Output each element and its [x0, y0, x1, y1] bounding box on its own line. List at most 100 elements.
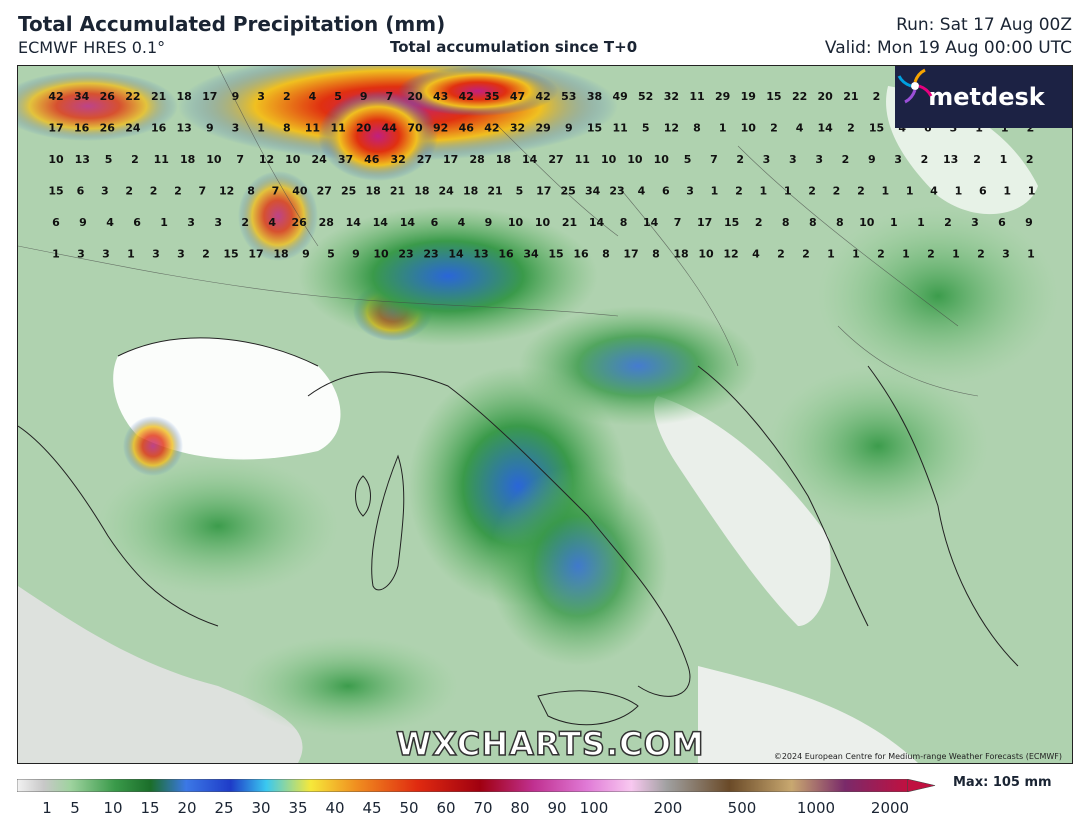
grid-value: 9	[565, 122, 573, 135]
grid-value: 17	[697, 216, 712, 229]
grid-value: 2	[802, 248, 810, 261]
grid-value: 1	[784, 185, 792, 198]
grid-value: 2	[808, 185, 816, 198]
colorbar-tick-label: 5	[70, 799, 80, 817]
grid-value: 11	[305, 122, 320, 135]
grid-value: 25	[341, 185, 356, 198]
grid-value: 10	[601, 153, 617, 166]
grid-value: 24	[125, 122, 141, 135]
valid-label: Valid: Mon 19 Aug 00:00 UTC	[824, 38, 1072, 58]
grid-value: 21	[151, 90, 166, 103]
grid-value: 2	[755, 216, 763, 229]
grid-value: 11	[575, 153, 590, 166]
grid-value: 2	[1027, 122, 1035, 135]
grid-value: 3	[815, 153, 823, 166]
grid-value: 3	[789, 153, 797, 166]
grid-value: 16	[498, 248, 514, 261]
max-value-label: Max: 105 mm	[953, 775, 1052, 790]
grid-value: 17	[248, 248, 263, 261]
grid-value: 11	[689, 90, 704, 103]
grid-value: 14	[522, 153, 538, 166]
grid-value: 14	[373, 216, 389, 229]
colorbar-tick-label: 40	[325, 799, 345, 817]
grid-value: 28	[319, 216, 334, 229]
grid-value: 13	[943, 153, 958, 166]
grid-value: 3	[187, 216, 195, 229]
grid-value: 25	[561, 185, 576, 198]
grid-value: 1	[257, 122, 265, 135]
grid-value: 10	[535, 216, 551, 229]
grid-value: 3	[971, 216, 979, 229]
grid-value: 14	[589, 216, 605, 229]
colorbar-tick-label: 35	[288, 799, 308, 817]
accumulation-label: Total accumulation since T+0	[390, 38, 638, 56]
grid-value: 10	[206, 153, 222, 166]
grid-value: 14	[818, 122, 834, 135]
grid-value: 4	[309, 90, 317, 103]
grid-value: 2	[736, 153, 744, 166]
colorbar-tick-label: 50	[399, 799, 419, 817]
grid-value: 1	[890, 216, 898, 229]
grid-value: 2	[927, 248, 935, 261]
grid-value: 4	[796, 122, 804, 135]
grid-value: 12	[723, 248, 738, 261]
precipitation-map: 42 34 26 22 21 18 17 9 3 2 4 5 9 7 20 43 42 35 47 42 53 38 49 5…	[17, 65, 1073, 764]
colorbar-tick-label: 1000	[796, 799, 836, 817]
grid-value: 12	[664, 122, 679, 135]
grid-value: 17	[202, 90, 217, 103]
grid-value: 3	[1002, 248, 1010, 261]
grid-value: 13	[75, 153, 90, 166]
grid-value: 22	[792, 90, 807, 103]
grid-value: 14	[400, 216, 416, 229]
grid-value: 10	[285, 153, 301, 166]
grid-value: 9	[360, 90, 368, 103]
grid-value: 2	[174, 185, 182, 198]
grid-value: 9	[352, 248, 360, 261]
grid-value: 42	[536, 90, 551, 103]
grid-value: 92	[433, 122, 448, 135]
colorbar-tick-label: 45	[362, 799, 382, 817]
grid-value: 3	[101, 185, 109, 198]
grid-value: 15	[548, 248, 563, 261]
grid-value: 9	[302, 248, 310, 261]
grid-value: 29	[715, 90, 730, 103]
grid-value: 29	[536, 122, 551, 135]
grid-value: 28	[469, 153, 484, 166]
grid-value: 1	[711, 185, 719, 198]
grid-value: 2	[125, 185, 133, 198]
grid-value: 1	[1028, 185, 1036, 198]
grid-value: 40	[292, 185, 308, 198]
chart-title: Total Accumulated Precipitation (mm)	[18, 12, 446, 36]
grid-value: 34	[74, 90, 90, 103]
colorbar-tick-label: 80	[510, 799, 530, 817]
grid-value: 32	[664, 90, 679, 103]
grid-value: 26	[292, 216, 308, 229]
grid-value: 18	[673, 248, 688, 261]
map-canvas: 42 34 26 22 21 18 17 9 3 2 4 5 9 7 20 43 42 35 47 42 53 38 49 5…	[18, 66, 1072, 763]
grid-value: 9	[868, 153, 876, 166]
colorbar-tick-label: 90	[547, 799, 567, 817]
grid-value: 70	[407, 122, 423, 135]
grid-value: 42	[48, 90, 63, 103]
grid-value: 5	[327, 248, 335, 261]
grid-value: 20	[818, 90, 834, 103]
grid-value: 6	[77, 185, 85, 198]
grid-value: 1	[827, 248, 835, 261]
grid-value: 35	[484, 90, 499, 103]
grid-value: 26	[100, 90, 116, 103]
grid-value: 19	[741, 90, 756, 103]
grid-value: 18	[177, 90, 192, 103]
grid-value: 3	[77, 248, 85, 261]
grid-value: 13	[473, 248, 488, 261]
grid-value: 2	[873, 90, 881, 103]
grid-value: 2	[1026, 153, 1034, 166]
colorbar-tick-label: 70	[473, 799, 493, 817]
grid-value: 3	[894, 153, 902, 166]
grid-value: 18	[463, 185, 478, 198]
grid-value: 1	[952, 248, 960, 261]
grid-value: 18	[180, 153, 195, 166]
colorbar-tick-label: 10	[103, 799, 123, 817]
grid-value: 1	[759, 185, 767, 198]
grid-value: 7	[385, 90, 393, 103]
colorbar-tick-label: 60	[436, 799, 456, 817]
